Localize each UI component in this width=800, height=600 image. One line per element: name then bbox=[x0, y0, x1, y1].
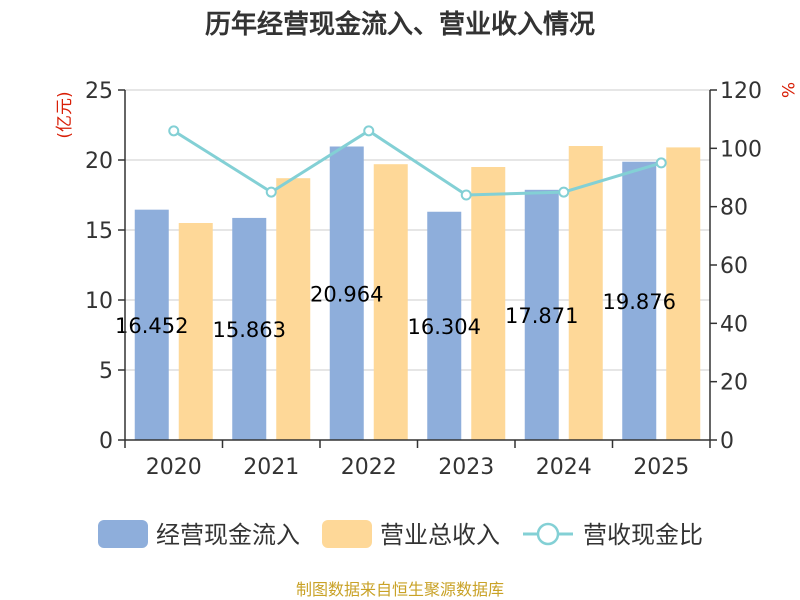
x-tick-label-2023: 2023 bbox=[438, 455, 494, 480]
y-right-tick-label: 60 bbox=[720, 254, 748, 279]
y-left-tick-label: 5 bbox=[99, 359, 113, 384]
y-left-tick-label: 20 bbox=[85, 149, 113, 174]
x-tick-label-2024: 2024 bbox=[536, 455, 592, 480]
legend-marker-营收现金比 bbox=[536, 522, 560, 546]
bar-经营现金流入-2023 bbox=[427, 211, 462, 440]
y-right-tick-label: 120 bbox=[720, 79, 762, 104]
ratio-point-2021 bbox=[265, 186, 277, 198]
bar-营业总收入-2021 bbox=[276, 178, 311, 440]
ratio-point-2022 bbox=[363, 125, 375, 137]
bar-营业总收入-2020 bbox=[178, 223, 213, 440]
x-tick-label-2025: 2025 bbox=[633, 455, 689, 480]
x-tick-label-2022: 2022 bbox=[341, 455, 397, 480]
bar-营业总收入-2025 bbox=[666, 147, 701, 440]
source-note: 制图数据来自恒生聚源数据库 bbox=[296, 580, 504, 599]
ratio-point-2020 bbox=[168, 125, 180, 137]
bar-label-2020: 16.452 bbox=[115, 314, 188, 338]
bar-labels: 16.452 15.863 20.964 16.304 17.871 19.876 bbox=[115, 282, 676, 342]
y-left-tick-label: 15 bbox=[85, 219, 113, 244]
legend-label-营收现金比: 营收现金比 bbox=[583, 521, 703, 549]
bar-label-2022: 20.964 bbox=[310, 282, 383, 306]
bar-经营现金流入-2022 bbox=[329, 146, 364, 440]
bar-label-2025: 19.876 bbox=[603, 290, 676, 314]
y-right-unit: % bbox=[777, 82, 797, 98]
bar-经营现金流入-2020 bbox=[134, 209, 169, 440]
bar-营业总收入-2022 bbox=[373, 164, 408, 440]
y-left-unit: (亿元) bbox=[55, 91, 75, 138]
ratio-point-2024 bbox=[558, 186, 570, 198]
bar-经营现金流入-2025 bbox=[622, 161, 657, 440]
y-right-tick-label: 100 bbox=[720, 137, 762, 162]
bar-营业总收入-2024 bbox=[568, 146, 603, 440]
bar-label-2023: 16.304 bbox=[408, 315, 481, 339]
chart-title: 历年经营现金流入、营业收入情况 bbox=[205, 9, 595, 40]
ratio-point-2025 bbox=[655, 157, 667, 169]
bars bbox=[134, 146, 701, 440]
bar-经营现金流入-2021 bbox=[232, 217, 267, 440]
bar-label-2021: 15.863 bbox=[213, 318, 286, 342]
y-left-tick-label: 10 bbox=[85, 289, 113, 314]
y-left-tick-label: 0 bbox=[99, 429, 113, 454]
ratio-point-2023 bbox=[460, 189, 472, 201]
ratio-line bbox=[168, 125, 667, 201]
y-right-tick-label: 20 bbox=[720, 371, 748, 396]
legend-label-营业总收入: 营业总收入 bbox=[380, 521, 500, 549]
x-tick-label-2020: 2020 bbox=[146, 455, 202, 480]
axes bbox=[118, 89, 717, 448]
bar-经营现金流入-2024 bbox=[524, 189, 559, 440]
x-tick-label-2021: 2021 bbox=[243, 455, 299, 480]
legend-swatch-经营现金流入 bbox=[98, 520, 148, 548]
bar-营业总收入-2023 bbox=[471, 167, 506, 440]
y-right-tick-label: 40 bbox=[720, 312, 748, 337]
legend-swatch-营业总收入 bbox=[322, 520, 372, 548]
legend-label-经营现金流入: 经营现金流入 bbox=[156, 521, 300, 549]
y-right-tick-label: 0 bbox=[720, 429, 734, 454]
y-right-tick-label: 80 bbox=[720, 196, 748, 221]
ratio-line-path bbox=[172, 129, 662, 197]
legend: 经营现金流入 营业总收入 营收现金比 bbox=[98, 520, 703, 549]
y-left-tick-label: 25 bbox=[85, 79, 113, 104]
bar-label-2024: 17.871 bbox=[505, 304, 578, 328]
